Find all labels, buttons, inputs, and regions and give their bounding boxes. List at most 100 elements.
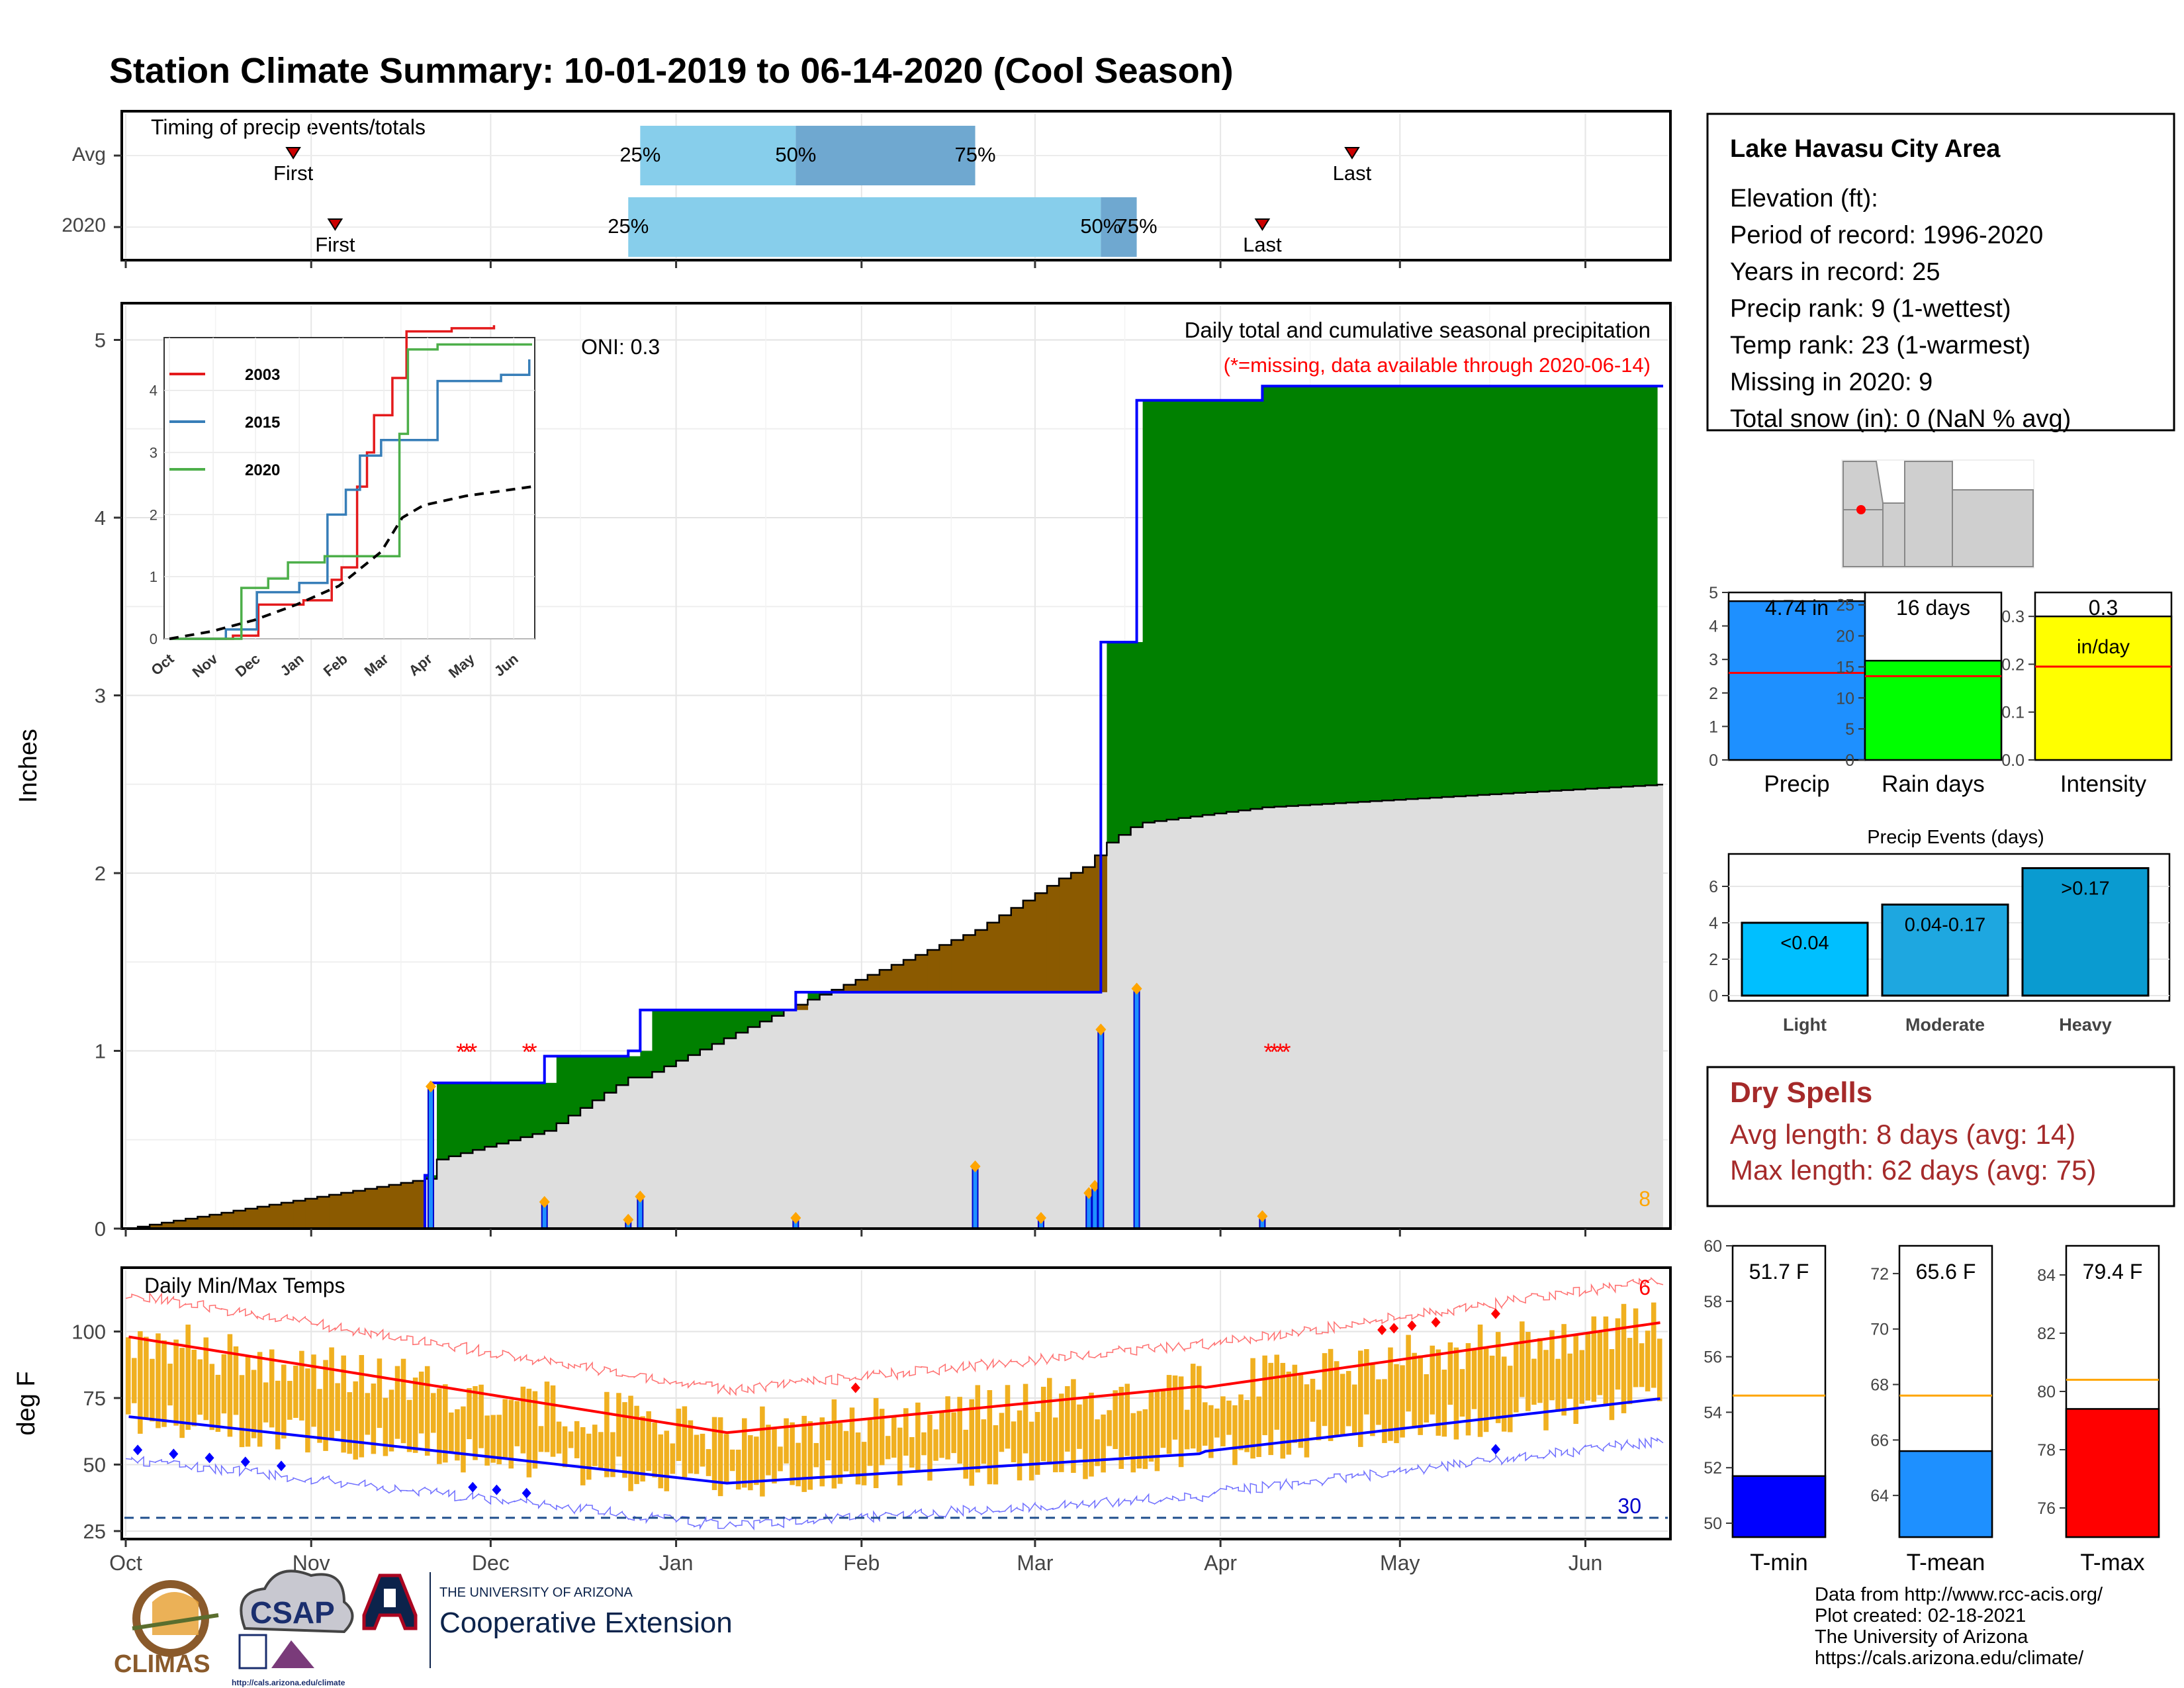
daily-precip-marker (1095, 1023, 1107, 1036)
daily-temperature-bar (1382, 1379, 1387, 1443)
daily-precip-marker (623, 1213, 634, 1226)
dry-spells-title: Dry Spells (1730, 1076, 1872, 1109)
departure-fill (305, 1198, 318, 1229)
departure-fill (293, 1200, 306, 1229)
summary-bar-tick-label: 10 (1836, 689, 1854, 708)
timing-p25-label: 25% (608, 214, 649, 238)
departure-fill (951, 939, 964, 992)
departure-fill (1298, 386, 1311, 806)
station-location-marker (1856, 505, 1866, 514)
first-event-marker (285, 147, 301, 160)
departure-fill (652, 1009, 665, 1072)
daily-temperature-bar (185, 1325, 191, 1430)
precip-subtitle: (*=missing, data available through 2020-… (1224, 353, 1651, 377)
daily-temperature-bar (963, 1429, 968, 1479)
missing-day-marker: * (468, 1039, 477, 1066)
daily-temperature-bar (1364, 1349, 1369, 1415)
inset-legend-label: 2020 (245, 461, 280, 479)
departure-fill (1645, 386, 1658, 786)
departure-fill (1370, 386, 1383, 802)
daily-temperature-bar (1453, 1347, 1459, 1440)
daily-temperature-bar (1298, 1374, 1304, 1448)
daily-temperature-bar (604, 1391, 610, 1477)
daily-temperature-bar (1214, 1408, 1220, 1438)
missing-day-marker: * (462, 1039, 471, 1066)
daily-temperature-bar (1071, 1379, 1076, 1473)
daily-temperature-bar (1615, 1318, 1621, 1390)
temperature-data-layer (124, 1276, 1668, 1530)
daily-temperature-bar (778, 1446, 783, 1472)
departure-fill (1573, 386, 1586, 790)
summary-bar-tick-label: 25 (1836, 596, 1854, 615)
daily-temperature-bar (1160, 1391, 1166, 1448)
departure-fill (544, 1082, 557, 1131)
summary-bar-value: 0.3 (2089, 596, 2118, 620)
record-low-marker (277, 1460, 287, 1472)
station-info-line: Precip rank: 9 (1-wettest) (1730, 295, 2011, 323)
departure-fill (1489, 386, 1502, 794)
summary-bar-tick-label: 2 (1709, 684, 1718, 703)
daily-temperature-bar (424, 1366, 430, 1456)
departure-fill (963, 935, 976, 992)
timing-label: Timing of precip events/totals (151, 115, 426, 139)
departure-fill (449, 1082, 461, 1156)
summary-bar-label: Intensity (2060, 771, 2147, 797)
daily-temperature-bar (784, 1418, 789, 1464)
departure-fill (1334, 386, 1347, 804)
departure-fill (281, 1202, 294, 1229)
departure-fill (1226, 400, 1239, 812)
daily-temperature-bar (1286, 1372, 1292, 1455)
daily-temperature-bar (993, 1425, 999, 1485)
daily-precip-marker (1257, 1210, 1268, 1223)
daily-temperature-bar (514, 1401, 520, 1446)
daily-temperature-bar (317, 1389, 322, 1443)
departure-fill (221, 1212, 234, 1229)
inset-series-2020 (169, 343, 532, 640)
precip-events-bar-value: >0.17 (2061, 878, 2109, 900)
daily-precip-bar (1091, 1185, 1099, 1230)
timing-bar-25-50 (628, 197, 1101, 257)
inset-y-tick-label: 1 (150, 569, 158, 585)
timing-p75-label: 75% (955, 143, 996, 166)
first-event-label: First (273, 162, 314, 185)
departure-fill (879, 970, 892, 992)
departure-fill (688, 1009, 701, 1055)
departure-fill (1154, 400, 1167, 821)
daily-temperature-bar (556, 1421, 562, 1454)
daily-temperature-bar (209, 1364, 215, 1430)
daily-temperature-bar (215, 1374, 221, 1432)
daily-temperature-bar (383, 1397, 388, 1456)
precip-events-bar-label: Light (1783, 1015, 1827, 1035)
daily-temperature-bar (1328, 1348, 1334, 1441)
daily-temperature-bar (1304, 1384, 1310, 1458)
daily-temperature-bar (281, 1364, 287, 1439)
departure-fill (1262, 386, 1275, 808)
daily-temperature-bar (879, 1409, 885, 1466)
missing-day-marker: * (1276, 1039, 1285, 1066)
summary-bar-unit: in/day (2077, 636, 2130, 658)
month-label: Oct (109, 1551, 142, 1575)
daily-temperature-bar (1585, 1333, 1591, 1401)
daily-precip-bar (427, 1086, 434, 1229)
daily-temperature-bar (610, 1432, 615, 1477)
daily-temperature-bar (1053, 1417, 1058, 1473)
summary-bar-tick-label: 0.0 (2001, 751, 2025, 770)
daily-temperature-bar (1543, 1350, 1549, 1430)
inset-y-tick-label: 2 (150, 506, 158, 523)
temperature-y-tick-label: 100 (71, 1320, 106, 1343)
daily-temperature-bar (1220, 1396, 1226, 1446)
daily-temperature-bar (1477, 1324, 1483, 1437)
daily-temperature-bar (981, 1419, 987, 1464)
daily-temperature-bar (1095, 1419, 1100, 1466)
daily-temperature-bar (1089, 1392, 1094, 1477)
summary-bar-tick-label: 15 (1836, 658, 1854, 677)
departure-fill (1465, 386, 1479, 796)
timing-p25-label: 25% (619, 143, 660, 166)
departure-fill (700, 1009, 713, 1050)
oni-label: ONI: 0.3 (581, 335, 660, 359)
daily-temperature-bar (1334, 1361, 1340, 1436)
daily-temperature-bar (705, 1449, 711, 1476)
daily-temperature-bar (1418, 1355, 1423, 1435)
daily-temperature-bar (1394, 1364, 1399, 1444)
month-label: Jun (1569, 1551, 1603, 1575)
